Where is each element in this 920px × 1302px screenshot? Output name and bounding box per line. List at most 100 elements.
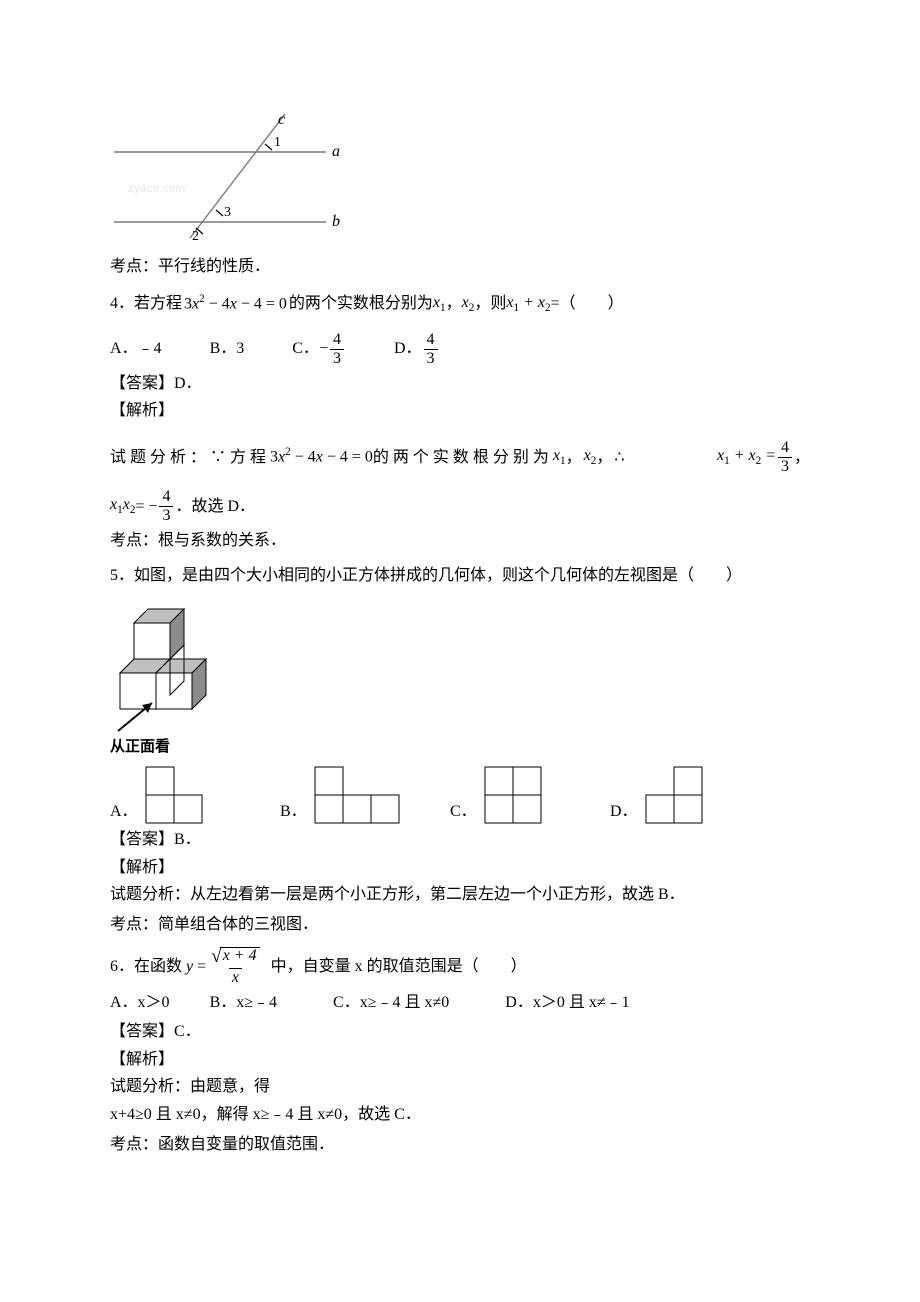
q6-opt-b: B．x≥﹣4 [210,990,277,1016]
label-a: a [332,143,340,160]
angle-1: 1 [274,135,281,150]
q5-opt-d-svg [644,765,704,825]
q3-figure: zyaco.com c a b 1 3 2 [110,110,810,250]
q4-mid2: ，则 [474,291,506,317]
q4-opt-b: B．3 [210,336,245,362]
q6-sqrt: √ x + 4 [211,947,259,966]
q5-opt-a-svg [144,765,204,825]
q4-prefix: 4．若方程 [110,291,182,317]
q6-radicand: x + 4 [220,947,260,966]
q6-jiexi: 【解析】 [110,1047,810,1073]
label-c: c [278,111,285,128]
q5-view-label: 从正面看 [110,735,810,759]
label-b: b [332,213,340,230]
q6-pre: 6．在函数 [110,954,182,980]
q6-opt-c: C．x≥﹣4 且 x≠0 [333,990,449,1016]
angle-3: 3 [224,205,231,220]
q4-answer: 【答案】D． [110,371,810,397]
q4-comma1: ， [446,291,462,317]
q4-anal-sum-den: 3 [778,457,792,475]
q6-options: A．x＞0 B．x≥﹣4 C．x≥﹣4 且 x≠0 D．x＞0 且 x≠﹣1 [110,990,810,1016]
tick-1 [265,144,272,150]
q5-opt-b-label: B． [280,799,307,825]
q4-opt-a: A．﹣4 [110,336,162,362]
q4-anal-prod-eq: = − [135,494,157,520]
q4-d-den: 3 [424,349,438,367]
q3-kaodian: 考点：平行线的性质． [110,254,810,280]
q5-options: A． B． C． D． [110,765,810,825]
q5-opt-b-svg [313,765,401,825]
q5-opt-d-label: D． [610,799,638,825]
q4-anal-x2: x2 [584,443,597,471]
q4-anal-sum: x1 + x2 = [717,443,776,471]
q6-analysis2: x+4≥0 且 x≠0，解得 x≥﹣4 且 x≠0，故选 C． [110,1102,810,1128]
q6-post: 中，自变量 x 的取值范围是（ ） [271,954,527,980]
q4-anal-mid: 的两个实数根分别为 [373,445,553,471]
q4-anal-pre: 试题分析：∵方程 [110,445,270,471]
q4-anal-c1: ， [566,445,584,471]
q4-opt-d-frac: 4 3 [424,332,438,367]
q4-kaodian: 考点：根与系数的关系． [110,528,810,554]
q5-opt-c-svg [483,765,543,825]
q4-anal-eq: 3x2 − 4x − 4 = 0 [270,444,373,470]
q4-x1: x1 [433,290,446,318]
q6-eq: = [197,954,206,980]
q4-equation: 3x2 − 4x − 4 = 0 [184,291,287,317]
q4-anal-x1: x1 [553,443,566,471]
q5-opt-c-label: C． [450,799,477,825]
q4-anal-therefore: ∴ [614,445,626,471]
q4-anal-tail: ．故选 D． [175,494,255,520]
q5-figure: 从正面看 [110,591,810,759]
q4-prod-den: 3 [159,506,173,524]
q4-analysis-line1: 试题分析：∵方程 3x2 − 4x − 4 = 0 的两个实数根分别为 x1 ，… [110,440,810,475]
cubes-iso-svg [110,591,250,741]
q4-anal-prod: x1x2 [110,492,135,520]
q4-eqsign: = [551,291,560,317]
q4-opt-d-label: D． [394,336,422,362]
q6-answer: 【答案】C． [110,1019,810,1045]
q4-sum: x1 + x2 [506,290,550,318]
q6-opt-a: A．x＞0 [110,990,170,1016]
q5-analysis: 试题分析：从左边看第一层是两个小正方形，第二层左边一个小正方形，故选 B． [110,882,810,908]
q4-paren: （ ） [560,291,624,317]
q4-stem: 4．若方程 3x2 − 4x − 4 = 0 的两个实数根分别为 x1 ， x2… [110,290,810,318]
q4-d-num: 4 [424,332,438,349]
q4-anal-sum-num: 4 [778,440,792,457]
q5-jiexi: 【解析】 [110,855,810,881]
q4-c-num: 4 [330,332,344,349]
q6-stem: 6．在函数 y = √ x + 4 x 中，自变量 x 的取值范围是（ ） [110,947,810,985]
q4-opt-c-neg: − [319,336,328,362]
q4-anal-c2: ， [596,445,614,471]
q4-opt-c-label: C． [292,336,319,362]
q4-analysis-line2: x1x2 = − 4 3 ．故选 D． [110,489,810,524]
q4-opt-d: D． 4 3 [394,332,440,367]
tick-3 [216,210,223,216]
q5-stem: 5．如图，是由四个大小相同的小正方体拼成的几何体，则这个几何体的左视图是（ ） [110,563,810,589]
q4-anal-c3: ， [794,445,810,471]
line-c [190,114,285,238]
q6-den: x [229,968,242,986]
q6-analysis1: 试题分析：由题意，得 [110,1074,810,1100]
q4-c-den: 3 [330,349,344,367]
q4-x2: x2 [462,290,475,318]
q6-y: y [186,954,193,980]
q4-mid1: 的两个实数根分别为 [289,291,433,317]
q4-prod-num: 4 [159,489,173,506]
q5-answer: 【答案】B． [110,827,810,853]
q4-options: A．﹣4 B．3 C． − 4 3 D． 4 3 [110,332,810,367]
q5-kaodian: 考点：简单组合体的三视图． [110,912,810,938]
q5-opt-a-label: A． [110,799,138,825]
cube-top [134,609,184,659]
q6-num: √ x + 4 [208,947,262,967]
q4-opt-c: C． − 4 3 [292,332,346,367]
q6-opt-d: D．x＞0 且 x≠﹣1 [505,990,629,1016]
parallel-lines-svg: zyaco.com c a b 1 3 2 [110,110,340,250]
q6-frac: √ x + 4 x [208,947,262,985]
q6-kaodian: 考点：函数自变量的取值范围． [110,1132,810,1158]
q4-anal-sum-frac: 4 3 [778,440,792,475]
angle-2: 2 [192,229,199,244]
q4-opt-c-frac: 4 3 [330,332,344,367]
watermark: zyaco.com [128,181,185,195]
q4-anal-prod-frac: 4 3 [159,489,173,524]
q4-jiexi: 【解析】 [110,398,810,424]
